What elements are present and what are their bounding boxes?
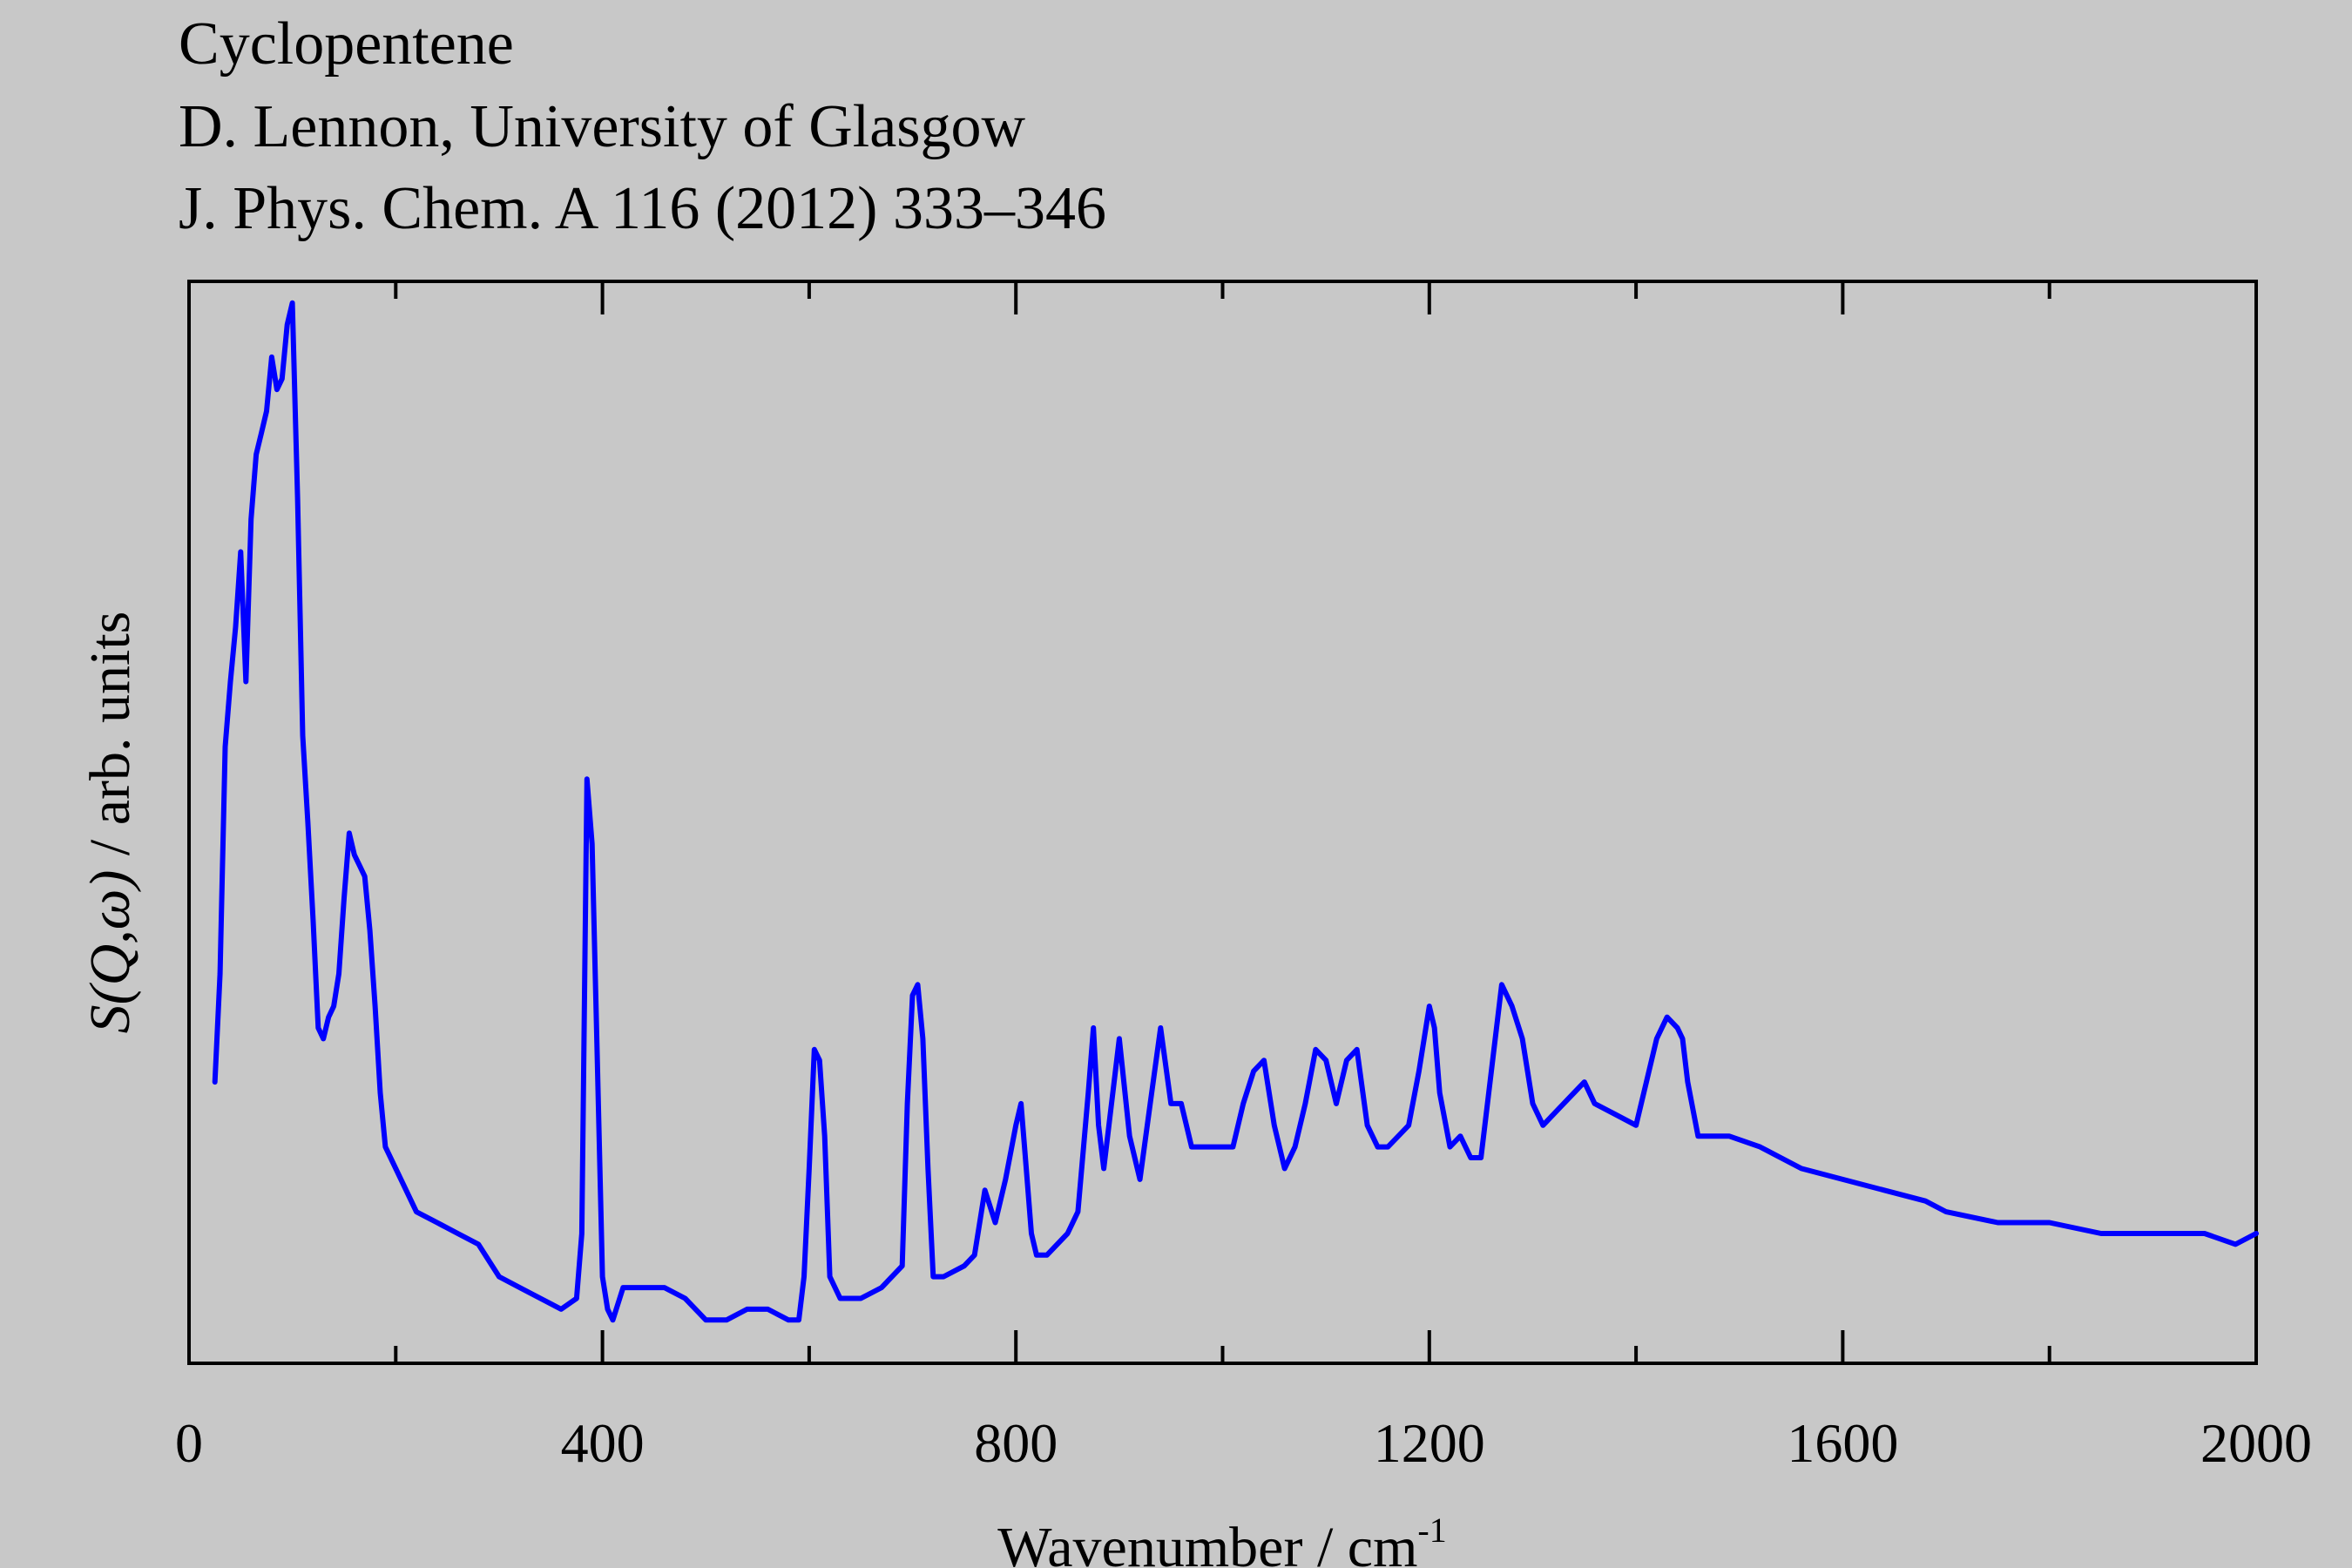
y-axis-title-units: / arb. units: [78, 612, 142, 870]
x-axis-title-superscript: -1: [1417, 1511, 1446, 1550]
x-tick-label: 2000: [2200, 1412, 2312, 1474]
series-group: [212, 300, 2259, 1323]
x-tick-label: 800: [974, 1412, 1058, 1474]
x-tick-label: 1600: [1787, 1412, 1898, 1474]
x-axis-title-main: Wavenumber / cm: [997, 1516, 1417, 1568]
x-axis-tick-labels: 0 400 800 1200 1600 2000: [175, 1412, 2312, 1474]
x-axis-title: Wavenumber / cm-1: [997, 1511, 1447, 1568]
y-axis-title: S(Q,ω) / arb. units: [78, 612, 142, 1034]
header-title: Cyclopentene: [179, 10, 514, 78]
plot-frame: [187, 280, 2258, 1365]
x-tick-label: 0: [175, 1412, 203, 1474]
x-axis-ticks: [187, 281, 2258, 1363]
y-axis-title-symbol: S(Q,ω): [78, 870, 142, 1034]
x-tick-label: 1200: [1374, 1412, 1485, 1474]
header-reference: J. Phys. Chem. A 116 (2012) 333–346: [179, 175, 1106, 242]
spectrum-line: [212, 300, 2259, 1323]
header-author: D. Lennon, University of Glasgow: [179, 93, 1026, 160]
x-tick-label: 400: [561, 1412, 645, 1474]
